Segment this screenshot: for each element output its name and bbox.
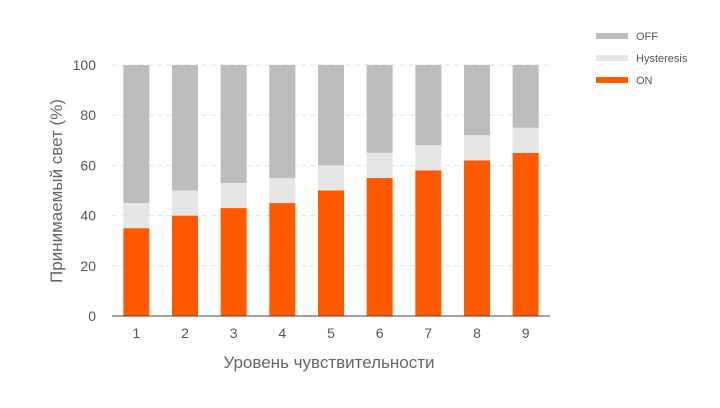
x-tick-label: 8 [473,325,481,341]
bar-on-6 [366,177,393,316]
legend-swatch-hysteresis [596,55,628,61]
bars [123,65,539,316]
y-tick-label: 100 [73,57,97,73]
x-tick-label: 3 [230,325,238,341]
y-axis-ticks: 0 20 40 60 80 100 [73,57,97,324]
bar-on-2 [172,215,198,316]
y-tick-label: 0 [88,308,96,324]
bar-hysteresis-8 [464,135,490,161]
x-tick-label: 9 [522,325,530,341]
bar-on-4 [269,203,296,316]
bar-hysteresis-9 [512,127,539,153]
bar-on-9 [512,152,539,316]
bar-on-1 [123,228,150,316]
legend-label-on: ON [636,75,653,87]
x-tick-label: 1 [132,325,140,341]
x-tick-label: 5 [327,325,335,341]
x-tick-label: 4 [278,325,286,341]
legend: OFF Hysteresis ON [596,31,688,87]
x-axis-ticks: 1 2 3 4 5 6 7 8 9 [132,325,529,341]
legend-label-off: OFF [636,31,658,43]
bar-off-6 [366,65,393,153]
bar-off-9 [512,65,539,128]
y-tick-label: 60 [80,157,96,173]
bar-hysteresis-1 [123,203,150,229]
legend-swatch-on [596,77,628,83]
bar-off-8 [464,65,490,136]
legend-swatch-off [596,33,628,39]
bar-off-4 [269,65,296,178]
bar-off-2 [172,65,198,191]
bar-off-1 [123,65,150,204]
bar-off-3 [220,65,247,183]
legend-label-hysteresis: Hysteresis [636,53,688,65]
x-axis-title: Уровень чувствительности [223,353,434,372]
x-tick-label: 6 [376,325,384,341]
bar-hysteresis-3 [220,182,247,209]
y-tick-label: 80 [80,107,96,123]
x-tick-label: 7 [424,325,432,341]
bar-on-7 [415,170,442,316]
bar-on-3 [220,208,247,316]
bar-hysteresis-6 [366,152,393,178]
bar-hysteresis-5 [318,165,344,191]
bar-off-5 [318,65,344,166]
y-tick-label: 40 [80,208,96,224]
x-tick-label: 2 [181,325,189,341]
bar-hysteresis-7 [415,145,442,171]
bar-off-7 [415,65,442,146]
y-tick-label: 20 [80,258,96,274]
bar-hysteresis-2 [172,190,198,216]
bar-on-8 [464,160,490,316]
bar-hysteresis-4 [269,177,296,204]
y-axis-title: Принимаемый свет (%) [47,99,66,283]
bar-on-5 [318,190,344,316]
